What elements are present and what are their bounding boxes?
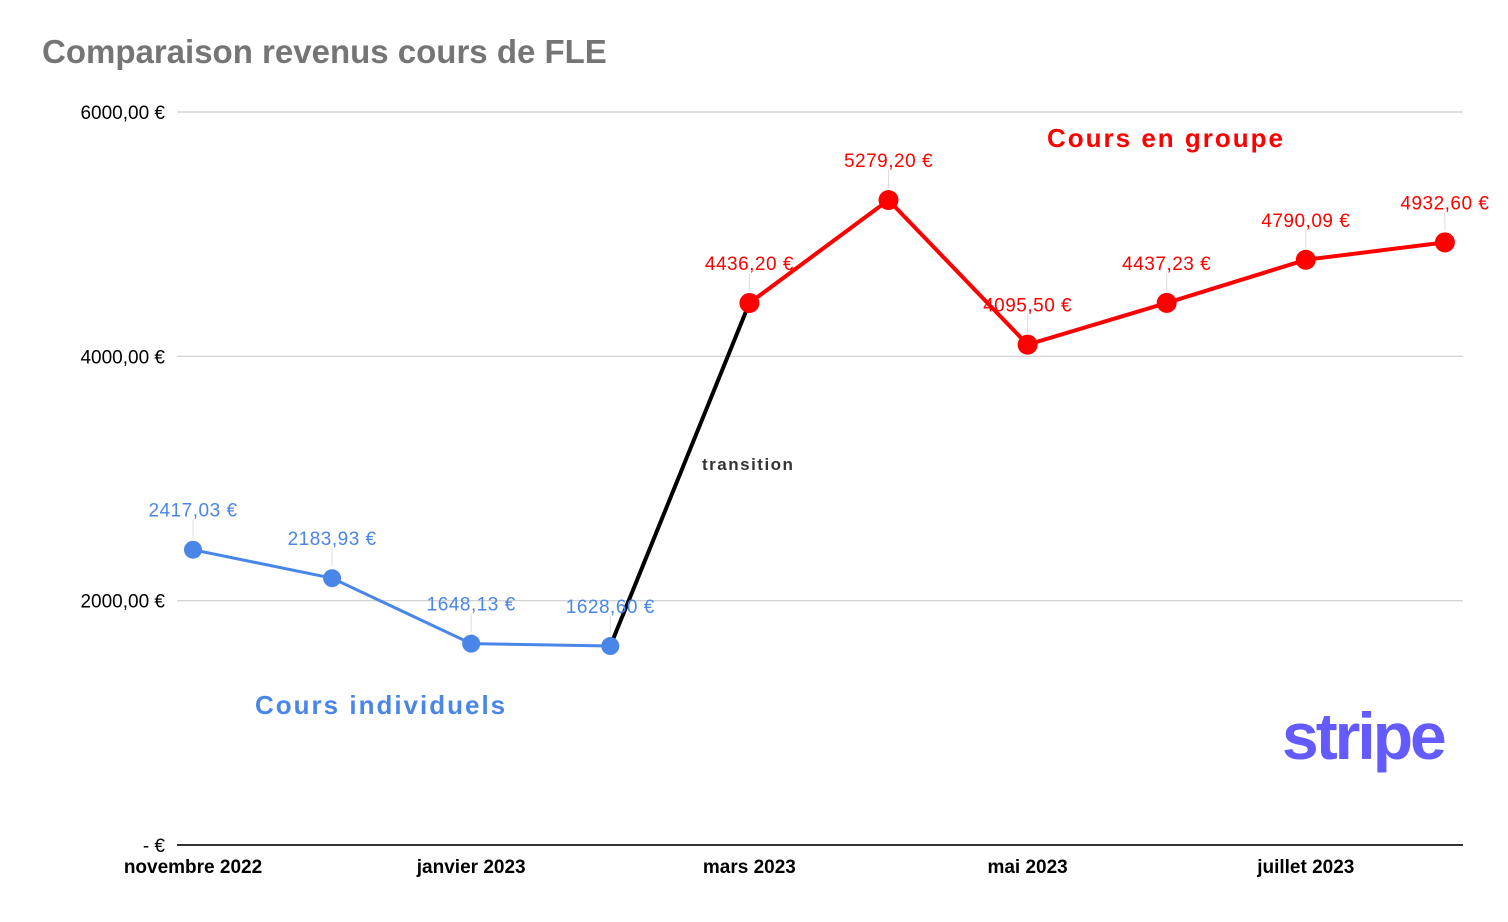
stripe-logo: stripe <box>1282 699 1445 773</box>
series-line-transition <box>608 302 752 647</box>
data-label: 1628,60 € <box>566 597 655 618</box>
chart-title: Comparaison revenus cours de FLE <box>42 33 607 70</box>
data-label: 2417,03 € <box>148 501 237 522</box>
annotation-group: Cours en groupe <box>1047 123 1285 153</box>
y-tick-label: 4000,00 € <box>80 347 165 368</box>
x-tick-label: juillet 2023 <box>1256 857 1354 878</box>
data-point <box>601 637 620 656</box>
data-label: 5279,20 € <box>844 151 933 172</box>
data-label: 2183,93 € <box>288 529 377 550</box>
y-tick-label: 6000,00 € <box>80 103 165 124</box>
x-tick-label: janvier 2023 <box>416 857 526 878</box>
data-label: 1648,13 € <box>427 595 516 616</box>
data-point <box>878 190 899 211</box>
data-label: 4436,20 € <box>705 254 794 275</box>
x-tick-label: mars 2023 <box>703 857 796 878</box>
data-point <box>184 540 202 559</box>
series-line-cours-individuels <box>192 548 611 648</box>
data-label: 4932,60 € <box>1400 193 1489 214</box>
data-label: 4095,50 € <box>983 296 1072 317</box>
data-point <box>1017 334 1038 355</box>
data-label: 4437,23 € <box>1122 254 1211 275</box>
data-point <box>1434 232 1455 253</box>
data-point <box>739 293 760 314</box>
data-point <box>462 634 481 653</box>
x-tick-label: novembre 2022 <box>124 857 262 878</box>
data-point <box>323 569 342 588</box>
data-point <box>1295 249 1316 270</box>
x-tick-label: mai 2023 <box>987 857 1067 878</box>
series-line-cours-en-groupe <box>748 197 1446 347</box>
data-label: 4790,09 € <box>1261 211 1350 232</box>
y-tick-label: - € <box>143 836 166 857</box>
y-tick-label: 2000,00 € <box>80 592 165 613</box>
data-point <box>1156 292 1177 313</box>
annotation-individual: Cours individuels <box>255 690 507 720</box>
annotation-transition: transition <box>702 455 794 474</box>
